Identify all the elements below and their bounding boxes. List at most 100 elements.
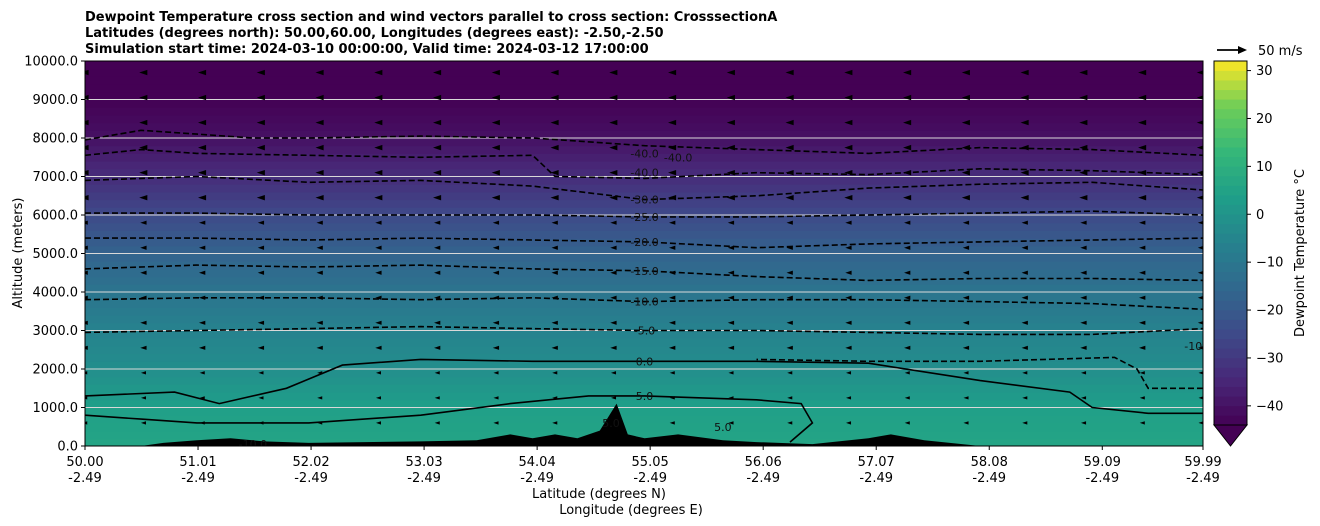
x-tick-label-lat: 55.05: [632, 455, 669, 470]
colorbar-band: [1214, 300, 1247, 311]
wind-vector: [199, 245, 206, 250]
wind-vector: [550, 144, 559, 151]
wind-vector: [374, 144, 383, 151]
colorbar-band: [1214, 367, 1247, 378]
field-band: [85, 122, 1203, 131]
wind-vector: [1138, 169, 1147, 176]
wind-vector: [316, 245, 323, 250]
wind-vector: [139, 144, 148, 151]
wind-vector: [433, 69, 442, 76]
contour-line: [85, 264, 1203, 282]
wind-vector: [258, 371, 264, 375]
wind-vector: [904, 220, 911, 225]
x-tick-label-lon: -2.49: [1186, 471, 1220, 486]
chart-title-line-3: Simulation start time: 2024-03-10 00:00:…: [85, 42, 649, 57]
wind-vector: [434, 245, 441, 250]
colorbar-extend-min: [1212, 424, 1249, 447]
wind-vector: [199, 421, 205, 425]
wind-vector: [1139, 345, 1146, 350]
wind-vector: [139, 169, 148, 176]
wind-vector: [844, 144, 853, 151]
x-tick-label-lon: -2.49: [294, 471, 328, 486]
wind-vector: [550, 169, 559, 176]
field-band: [85, 415, 1203, 424]
wind-vector: [962, 295, 970, 300]
y-tick-label: 4000.0: [33, 286, 79, 301]
wind-vectors: [85, 69, 1203, 425]
colorbar-band: [1214, 252, 1247, 263]
colorbar-tick-label: −40: [1256, 399, 1283, 414]
colorbar-band: [1214, 396, 1247, 407]
wind-vector: [140, 371, 146, 375]
field-band: [85, 99, 1203, 108]
wind-vector: [844, 94, 853, 101]
wind-vector: [786, 270, 793, 275]
wind-vector: [1021, 320, 1028, 325]
field-band: [85, 268, 1203, 278]
chart-title-line-1: Dewpoint Temperature cross section and w…: [85, 10, 777, 25]
contour-label: -40.0: [630, 147, 658, 160]
wind-reference-arrowhead: [1238, 46, 1247, 54]
wind-vector: [1021, 295, 1028, 300]
contour-lines: [85, 129, 1203, 443]
contour-label: 5.0: [636, 390, 654, 403]
wind-vector: [433, 194, 442, 201]
wind-vector: [198, 144, 207, 151]
colorbar-band: [1214, 128, 1247, 138]
field-band: [85, 422, 1203, 432]
wind-vector: [85, 371, 88, 375]
wind-vector: [256, 169, 265, 176]
contour-label: -40.0: [664, 151, 692, 164]
colorbar: 30 20 10 0 −10 −20 −30 −40 Dewpoint Temperature…: [1212, 60, 1308, 447]
colorbar-band: [1214, 80, 1247, 91]
wind-vector: [198, 169, 207, 176]
wind-vector: [316, 220, 323, 225]
wind-vector: [1080, 295, 1087, 300]
wind-vector: [609, 94, 618, 101]
x-tick-label-lat: 53.03: [405, 455, 442, 470]
x-axis-label-latitude: Latitude (degrees N): [532, 487, 666, 502]
contour-label: -15.0: [630, 265, 658, 278]
wind-vector: [728, 371, 734, 375]
wind-vector: [256, 194, 265, 201]
wind-vector: [85, 94, 89, 101]
wind-vector: [669, 295, 676, 300]
field-band: [85, 84, 1203, 93]
wind-vector: [1022, 371, 1028, 375]
contour-label: 5.0: [602, 417, 620, 430]
wind-vector: [1081, 396, 1087, 400]
wind-vector: [904, 345, 911, 350]
wind-vector: [845, 295, 852, 300]
wind-vector: [1138, 94, 1147, 101]
contour-line: [756, 356, 1203, 390]
wind-vector: [786, 220, 793, 225]
field-band: [85, 107, 1203, 116]
wind-vector: [845, 320, 852, 325]
wind-vector: [961, 194, 970, 201]
field-band: [85, 245, 1203, 254]
wind-vector: [727, 245, 735, 250]
wind-vector: [1080, 245, 1087, 250]
contour-label: -30.0: [630, 194, 658, 207]
wind-vector: [257, 320, 265, 325]
contour-label: -10.0: [630, 296, 658, 309]
wind-vector: [492, 245, 500, 250]
wind-vector: [1139, 371, 1145, 375]
wind-vector: [85, 421, 88, 425]
wind-vector: [609, 119, 618, 126]
wind-vector: [726, 94, 735, 101]
y-tick-label: 3000.0: [33, 324, 79, 339]
wind-reference-label: 50 m/s: [1258, 44, 1303, 59]
wind-vector: [433, 144, 442, 151]
wind-vector: [669, 245, 676, 250]
contour-label: 0.0: [636, 355, 654, 368]
colorbar-band: [1214, 70, 1247, 81]
wind-vector: [1196, 70, 1203, 75]
wind-vector: [140, 345, 147, 350]
wind-vector: [434, 421, 440, 425]
field-band: [85, 207, 1203, 216]
colorbar-frame: [1213, 60, 1248, 426]
wind-vector: [1198, 371, 1203, 375]
wind-vector: [609, 69, 618, 76]
